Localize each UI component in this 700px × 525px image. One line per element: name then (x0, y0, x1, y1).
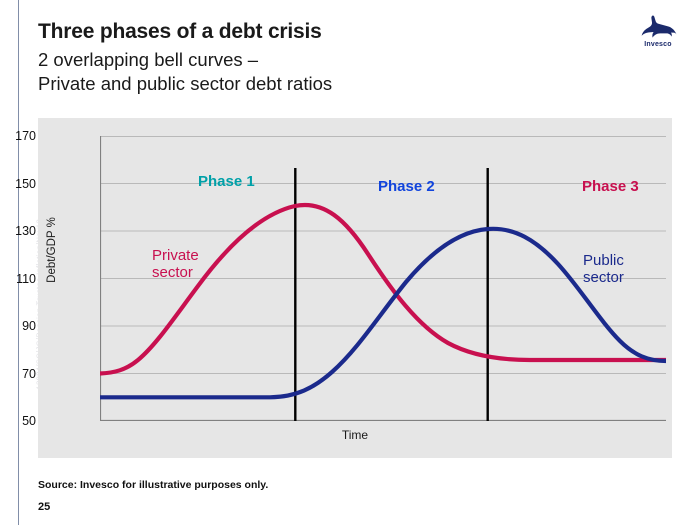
subtitle-line-2: Private and public sector debt ratios (38, 72, 333, 94)
plot-area: Phase 1 Phase 2 Phase 3 Private sector P… (100, 136, 666, 421)
y-axis-title: Debt/GDP % (46, 217, 58, 283)
subtitle-line-1: 2 overlapping bell curves – (38, 49, 259, 70)
public-sector-label-line-2: sector (583, 269, 624, 287)
invesco-logo: Invesco (630, 14, 686, 58)
private-sector-label-line-1: Private (152, 247, 199, 264)
chart-svg (100, 136, 666, 421)
invesco-bird-icon (641, 15, 677, 38)
x-axis-title: Time (341, 428, 369, 442)
y-tick-label-90: 90 (22, 319, 36, 333)
private-sector-label-line-2: sector (152, 264, 193, 282)
y-tick-label-130: 130 (15, 224, 36, 238)
page-number: 25 (38, 501, 51, 513)
left-border-rule (18, 0, 19, 525)
page-subtitle: 2 overlapping bell curves – Private and … (38, 48, 332, 95)
annotation-phase-1: Phase 1 (198, 173, 255, 190)
y-tick-label-110: 110 (16, 271, 36, 286)
annotation-public-sector: Public sector (583, 252, 624, 287)
private-sector-curve (100, 202, 666, 376)
page-title: Three phases of a debt crisis (38, 20, 322, 43)
annotation-phase-2: Phase 2 (378, 178, 435, 195)
gridlines (100, 136, 666, 374)
source-note: Source: Invesco for illustrative purpose… (38, 479, 269, 491)
annotation-private-sector: Private sector (152, 247, 199, 282)
public-sector-label-line-1: Public (583, 252, 624, 269)
annotation-phase-3: Phase 3 (582, 178, 639, 195)
invesco-wordmark: Invesco (644, 41, 672, 48)
chart-panel: Debt/GDP % 170 150 130 110 90 70 50 (15, 118, 672, 458)
public-sector-curve (100, 226, 666, 400)
y-tick-label-170: 170 (15, 129, 36, 143)
y-tick-label-50: 50 (22, 414, 36, 428)
y-tick-label-70: 70 (22, 366, 36, 381)
y-tick-label-150: 150 (15, 176, 36, 191)
